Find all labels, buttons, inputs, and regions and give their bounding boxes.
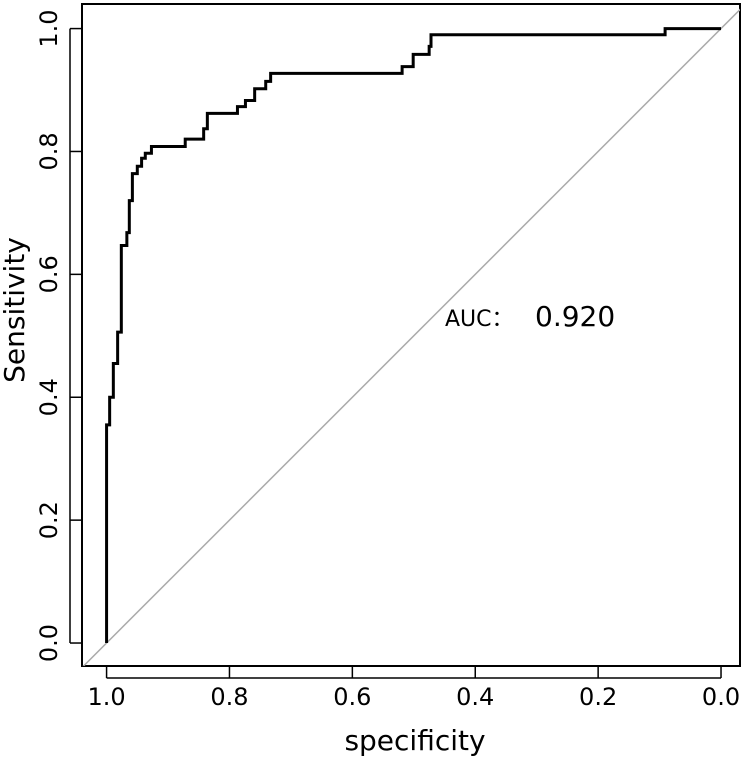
reference-line <box>82 8 740 666</box>
annotation: AUC： <box>445 307 514 332</box>
y-tick-label: 0.8 <box>35 132 63 170</box>
y-tick-label: 0.2 <box>35 501 63 539</box>
plot-box <box>81 3 741 667</box>
x-tick-label: 0.2 <box>579 683 617 711</box>
x-tick-label: 0.0 <box>702 683 740 711</box>
roc-curve <box>105 27 722 644</box>
y-tick-label: 0.0 <box>35 624 63 662</box>
x-tick-label: 0.4 <box>456 683 494 711</box>
x-axis-label: specificity <box>344 724 485 757</box>
y-tick-label: 0.6 <box>35 255 63 293</box>
annotation: 0.920 <box>535 300 615 333</box>
x-tick-label: 0.6 <box>333 683 371 711</box>
y-tick-label: 0.4 <box>35 378 63 416</box>
y-axis-label: Sensitivity <box>0 237 31 383</box>
x-tick-label: 1.0 <box>87 683 125 711</box>
x-tick-label: 0.8 <box>210 683 248 711</box>
y-tick-label: 1.0 <box>35 9 63 47</box>
